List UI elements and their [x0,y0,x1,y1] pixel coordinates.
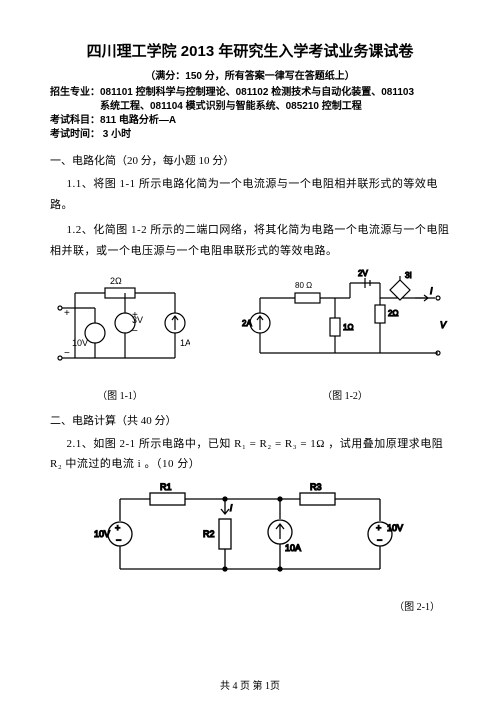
label-80ohm: 80 Ω [295,281,312,290]
label-2a: 2A [242,319,252,328]
page-subtitle: （满分：150 分，所有答案一律写在答题纸上） [50,67,450,82]
exam-page: 四川理工学院 2013 年研究生入学考试业务课试卷 （满分：150 分，所有答案… [0,0,500,706]
figure-1-2-caption: （图 1-2） [240,387,450,402]
figure-1-1-caption: （图 1-1） [50,387,190,402]
time-content: 3 小时 [100,129,131,140]
label-10v: 10V [72,338,88,348]
svg-text:+: + [376,523,381,533]
label-dep: 3I [405,271,412,280]
page-footer: 共 4 页 第 1页 [0,677,500,692]
svg-text:+: + [64,308,70,319]
label-2v: 2V [358,269,368,278]
circuit-1-1-icon: 2Ω + − + 3V − 10V 1A [50,268,190,378]
figure-1-2: 2V 3I I [240,268,450,402]
question-2-1: 2.1、如图 2-1 所示电路中，已知 R₁ = R₂ = R₃ = 1Ω ，试… [50,434,450,476]
label-10v-left: 10V [94,529,110,539]
svg-text:−: − [64,348,70,359]
svg-text:−: − [116,535,121,545]
label-i: i [230,503,233,513]
circuit-1-2-icon: 2V 3I I [240,268,450,378]
label-2ohm-r: 2Ω [388,309,398,318]
label-3v: 3V [132,315,143,325]
label-R3: R3 [310,482,322,492]
label-10a: 10A [285,543,301,553]
time-label: 考试时间： [50,129,100,140]
figure-1-1: 2Ω + − + 3V − 10V 1A （图 1-1） [50,268,190,402]
label-R2: R2 [203,529,215,539]
question-1-2: 1.2、化简图 1-2 所示的二端口网络，将其化简为电路一个电流源与一个电阻相并… [50,220,450,262]
question-1-1: 1.1、将图 1-1 所示电路化简为一个电流源与一个电阻相并联形式的等效电路。 [50,174,450,216]
label-1a: 1A [180,338,190,348]
major-line-2: 系统工程、081104 模式识别与智能系统、085210 控制工程 [50,100,450,114]
circuit-2-1-icon: R1 R3 + − 10V i R [90,479,410,589]
section-1-heading: 一、电路化简（20 分，每小题 10 分） [50,152,450,168]
figure-2-1-wrap: R1 R3 + − 10V i R [50,479,450,613]
major-content-1: 081101 控制科学与控制理论、081102 检测技术与自动化装置、08110… [100,87,414,98]
label-V: V [440,320,447,330]
major-line-1: 招生专业：081101 控制科学与控制理论、081102 检测技术与自动化装置、… [50,86,450,100]
label-1ohm: 1Ω [343,323,353,332]
section-2-heading: 二、电路计算（共 40 分） [50,412,450,428]
subject-content: 811 电路分析—A [100,115,176,126]
major-label: 招生专业： [50,87,100,98]
svg-text:−: − [132,326,138,337]
figure-2-1-caption: （图 2-1） [50,598,450,613]
subject-label: 考试科目： [50,115,100,126]
page-title: 四川理工学院 2013 年研究生入学考试业务课试卷 [50,40,450,61]
label-I: I [430,286,433,296]
label-2ohm: 2Ω [110,276,122,286]
figures-row-1: 2Ω + − + 3V − 10V 1A （图 1-1） [50,268,450,402]
svg-text:−: − [377,535,382,545]
subject-line: 考试科目：811 电路分析—A [50,114,450,128]
label-R1: R1 [160,482,172,492]
svg-text:+: + [115,523,120,533]
time-line: 考试时间： 3 小时 [50,128,450,142]
label-10v-right: 10V [387,523,403,533]
